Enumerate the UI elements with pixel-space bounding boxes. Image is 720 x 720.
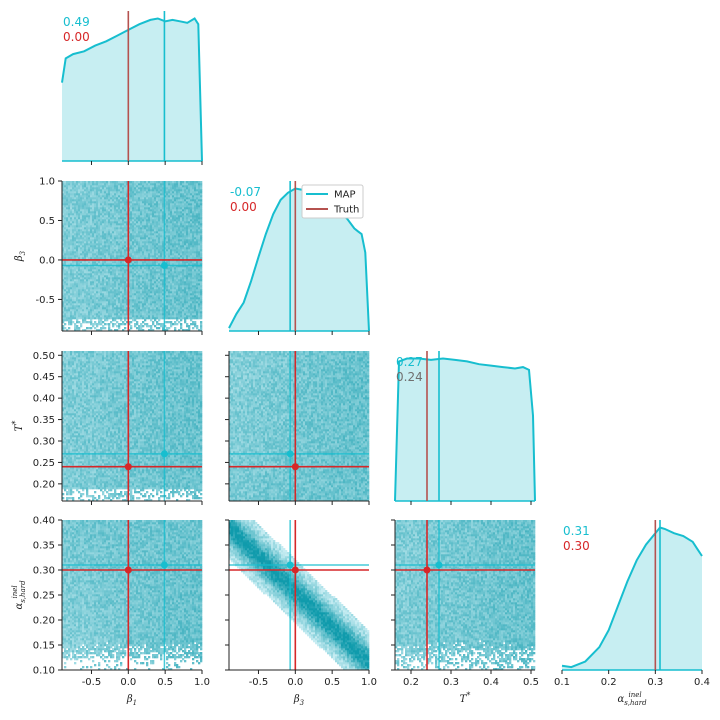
x-tick-label: 0.4 [694,677,710,688]
x-tick-label: 0.5 [523,677,539,688]
joint-panel-beta1-T [58,351,202,505]
truth-point [125,256,132,263]
y-tick-label: -0.5 [35,295,55,306]
x-tick-label: 0.2 [601,677,617,688]
marginal-panel-T: 0.270.24 [395,351,535,505]
y-tick-label: 1.0 [39,177,55,188]
map-point [287,562,294,569]
y-axis-label-beta3: β3 [14,250,27,262]
truth-value-text: 0.24 [396,370,423,384]
y-tick-label: 0.40 [33,394,55,405]
joint-panel-beta3-T [225,351,369,505]
map-value-text: 0.31 [563,524,590,538]
x-tick-label: 0.0 [287,677,303,688]
x-tick-label: 0.5 [157,677,173,688]
x-tick-label: 0.0 [120,677,136,688]
x-axis-label-T: T* [460,691,471,705]
x-tick-label: 0.4 [483,677,499,688]
marginal-panel-beta1: 0.490.00 [62,11,202,165]
x-tick-label: -0.5 [82,677,102,688]
y-tick-label: 0.35 [33,541,55,552]
legend-truth-label: Truth [333,205,359,216]
x-tick-label: 1.0 [361,677,377,688]
y-tick-label: 0.45 [33,372,55,383]
map-point [287,450,294,457]
y-tick-label: 0.30 [33,566,55,577]
y-tick-label: 0.0 [39,255,55,266]
x-tick-label: 0.1 [554,677,570,688]
x-axis-label-beta3: β3 [293,694,305,707]
truth-point [424,567,431,574]
y-tick-label: 0.10 [33,666,55,677]
truth-point [292,567,299,574]
map-value-text: 0.49 [63,15,90,29]
joint-panel-beta1-beta3 [58,181,202,335]
map-point [436,562,443,569]
y-tick-label: 0.35 [33,415,55,426]
y-tick-label: 0.20 [33,479,55,490]
y-tick-label: 0.30 [33,437,55,448]
truth-point [125,567,132,574]
x-tick-label: 1.0 [194,677,210,688]
y-axis-label-T: T* [11,421,25,432]
marginal-panel-alpha: 0.310.30 [562,520,702,674]
y-tick-label: 0.25 [33,591,55,602]
joint-panel-beta1-alpha [58,520,202,674]
y-tick-label: 0.15 [33,641,55,652]
joint-panel-T-alpha [391,520,535,674]
joint-panel-beta3-alpha [225,520,369,674]
map-point [161,562,168,569]
truth-point [292,463,299,470]
y-axis-label-alpha: αs,hardinel [11,580,27,610]
y-tick-label: 0.50 [33,351,55,362]
y-tick-label: 0.20 [33,616,55,627]
truth-value-text: 0.00 [230,200,257,214]
y-tick-label: 0.25 [33,458,55,469]
x-tick-label: 0.5 [324,677,340,688]
legend: MAP Truth [302,185,363,218]
map-value-text: -0.07 [230,185,261,199]
y-tick-label: 0.5 [39,216,55,227]
x-axis-label-alpha: αs,hardinel [617,691,647,707]
map-point [161,450,168,457]
x-axis-label-beta1: β1 [126,694,137,707]
x-tick-label: 0.3 [647,677,663,688]
x-tick-label: -0.5 [249,677,269,688]
truth-value-text: 0.30 [563,539,590,553]
y-tick-label: 0.40 [33,516,55,527]
truth-value-text: 0.00 [63,30,90,44]
map-point [161,262,168,269]
truth-point [125,463,132,470]
map-value-text: 0.27 [396,355,423,369]
x-tick-label: 0.2 [403,677,419,688]
legend-map-label: MAP [334,190,356,201]
x-tick-label: 0.3 [443,677,459,688]
